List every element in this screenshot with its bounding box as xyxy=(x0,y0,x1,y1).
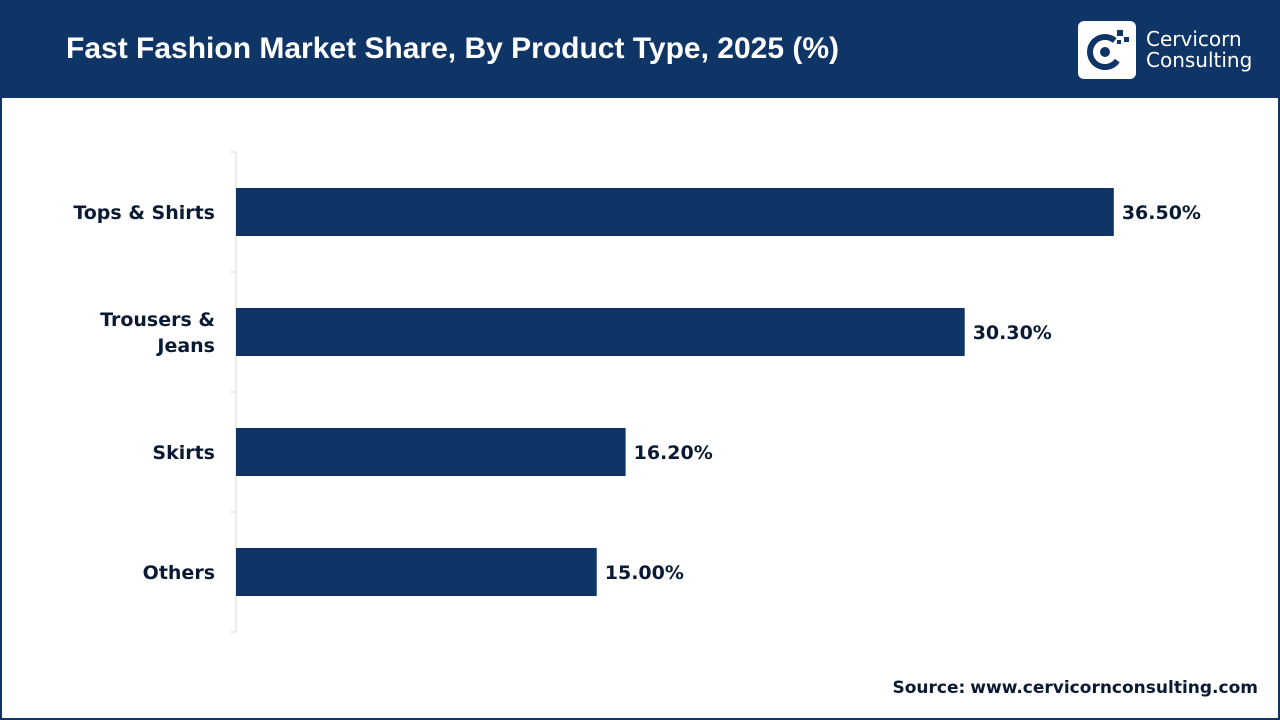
data-label: 30.30% xyxy=(973,322,1052,344)
bar xyxy=(236,188,1114,236)
category-label: Tops & Shirts xyxy=(73,202,215,224)
bar xyxy=(236,308,965,356)
brand-name-line2: Consulting xyxy=(1146,48,1253,72)
category-label: Others xyxy=(143,562,215,584)
category-label: Trousers & Jeans xyxy=(100,309,215,357)
category-label-line: Jeans xyxy=(155,335,215,357)
source-url: www.cervicornconsulting.com xyxy=(970,678,1258,698)
category-label-line: Others xyxy=(143,562,215,584)
brand-logo: Cervicorn Consulting xyxy=(1078,21,1252,79)
category-label-line: Skirts xyxy=(152,442,215,464)
data-label: 36.50% xyxy=(1122,202,1201,224)
source-label: Source: xyxy=(892,678,966,698)
category-label-line: Trousers & xyxy=(100,309,215,331)
header-bar: Fast Fashion Market Share, By Product Ty… xyxy=(2,2,1278,98)
page-title: Fast Fashion Market Share, By Product Ty… xyxy=(66,32,839,65)
category-label: Skirts xyxy=(152,442,215,464)
category-label-line: Tops & Shirts xyxy=(73,202,215,224)
bar xyxy=(236,428,626,476)
bar xyxy=(236,548,597,596)
brand-logo-icon xyxy=(1078,21,1136,79)
source-note: Source: www.cervicornconsulting.com xyxy=(892,678,1258,698)
data-label: 16.20% xyxy=(634,442,713,464)
data-label: 15.00% xyxy=(605,562,684,584)
brand-logo-text: Cervicorn Consulting xyxy=(1146,29,1252,71)
brand-name-line1: Cervicorn xyxy=(1146,27,1242,51)
